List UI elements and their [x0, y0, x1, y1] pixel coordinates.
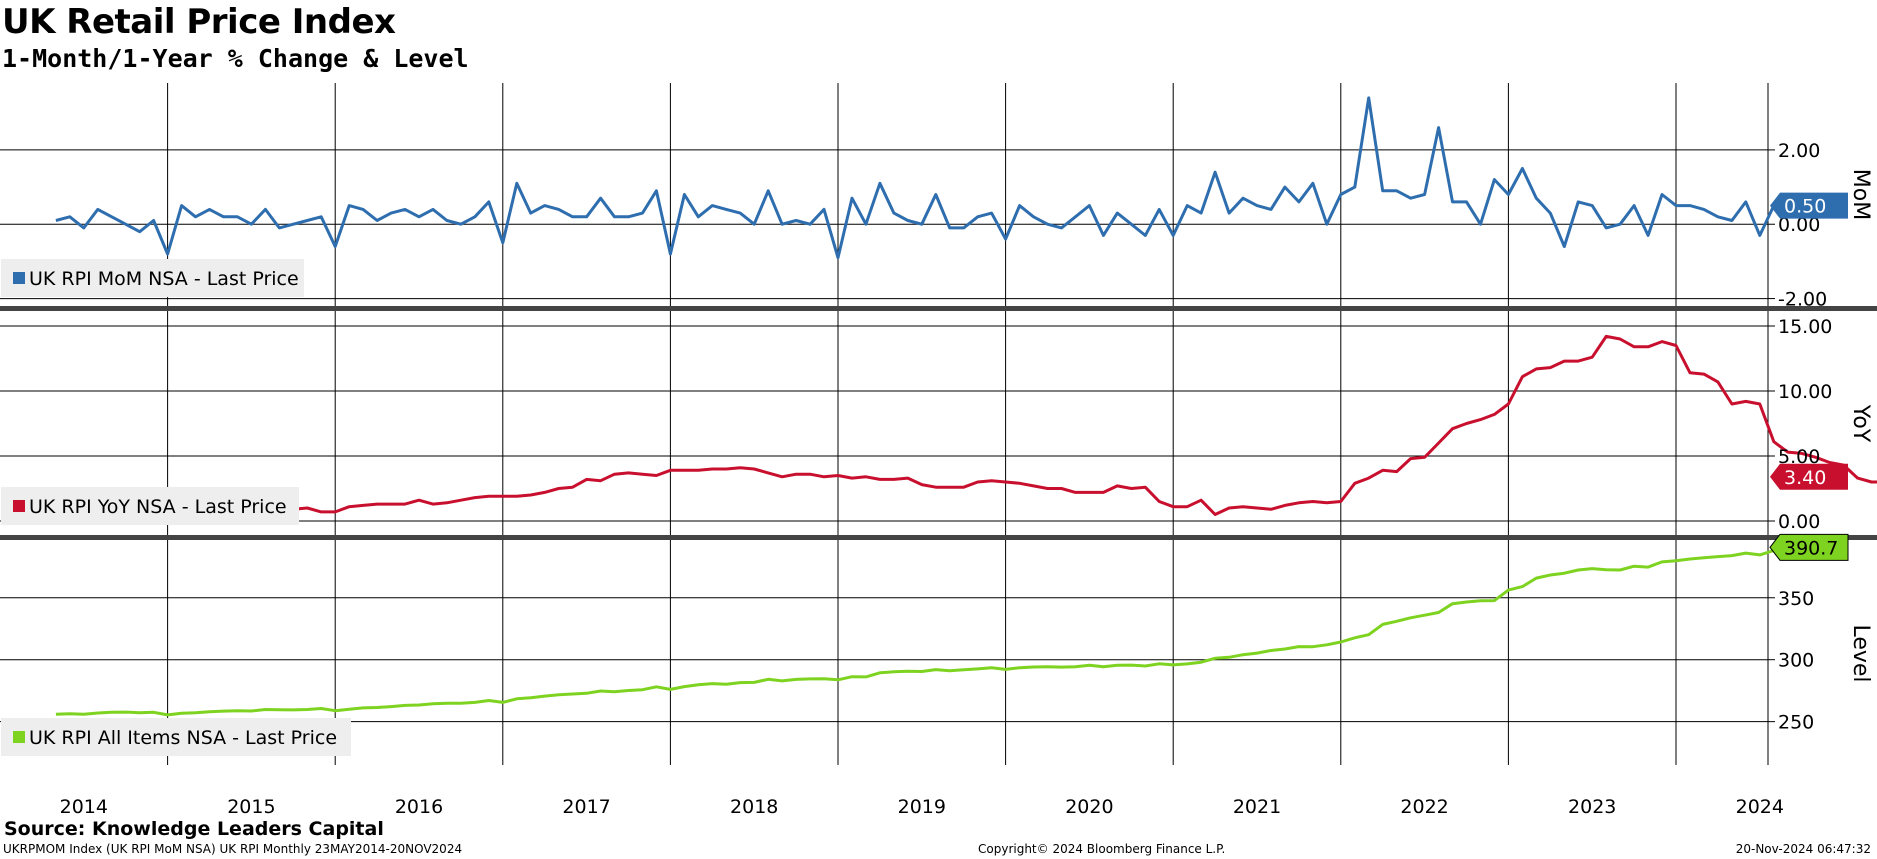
x-year-label: 2024 [1736, 796, 1784, 815]
x-year-label: 2020 [1065, 796, 1113, 815]
series-line-yoy [55, 334, 1877, 516]
x-year-label: 2018 [730, 796, 778, 815]
x-year-label: 2023 [1568, 796, 1616, 815]
axis-title: MoM [1848, 169, 1873, 220]
footer-timestamp: 20-Nov-2024 06:47:32 [1735, 842, 1871, 856]
y-tick-label: 2.00 [1778, 140, 1820, 162]
x-year-label: 2014 [60, 796, 108, 815]
last-value-tag [1770, 192, 1848, 219]
legend-label: UK RPI MoM NSA - Last Price [29, 268, 299, 290]
panel-separator [0, 535, 1877, 540]
legend-box [1, 259, 304, 297]
footer-ticker: UKRPMOM Index (UK RPI MoM NSA) UK RPI Mo… [3, 842, 463, 856]
legend-label: UK RPI YoY NSA - Last Price [29, 496, 287, 518]
x-year-label: 2017 [562, 796, 610, 815]
legend-swatch [13, 500, 25, 512]
last-value-tag [1769, 533, 1849, 561]
year-layer: 2014 2015 2016 2017 2018 2019 2020 2021 2022 2023… [60, 796, 1784, 815]
y-tick-label: 350 [1778, 588, 1814, 610]
legend-swatch [13, 272, 25, 284]
chart-subtitle: 1-Month/1-Year % Change & Level [2, 44, 469, 73]
axis-title: YoY [1848, 404, 1873, 443]
last-value-label: 390.7 [1784, 537, 1838, 559]
tick-layer: 2.00 0.00 -2.00 MoM 15.00 10.00 5.00 0.00 YoY 350… [1768, 140, 1873, 734]
legend-label: UK RPI All Items NSA - Last Price [29, 727, 337, 749]
legend-box [1, 718, 351, 756]
tag-layer: 0.50 3.40 390.7 [1769, 192, 1849, 561]
y-tick-label: 5.00 [1778, 446, 1820, 468]
y-tick-label: 15.00 [1778, 316, 1832, 338]
grid-layer [0, 83, 1769, 765]
y-tick-label: 10.00 [1778, 381, 1832, 403]
chart-area: 2.00 0.00 -2.00 MoM 15.00 10.00 5.00 0.00 YoY 350… [0, 83, 1877, 815]
panel-separator [0, 306, 1877, 311]
series-line-mom [55, 96, 1776, 260]
legend-box [1, 487, 299, 525]
last-value-label: 0.50 [1784, 196, 1826, 218]
legend-layer: UK RPI MoM NSA - Last Price UK RPI YoY NS… [1, 259, 351, 756]
x-year-label: 2019 [898, 796, 946, 815]
panel-layer [0, 306, 1877, 540]
x-year-label: 2022 [1400, 796, 1448, 815]
series-layer [55, 96, 1877, 717]
axis-title: Level [1848, 624, 1873, 682]
y-tick-label: 0.00 [1778, 214, 1820, 236]
y-tick-label: 0.00 [1778, 511, 1820, 533]
x-year-label: 2015 [227, 796, 275, 815]
y-tick-label: 300 [1778, 650, 1814, 672]
x-year-label: 2021 [1233, 796, 1281, 815]
series-line-level [55, 545, 1803, 717]
chart-title: UK Retail Price Index [2, 2, 396, 42]
last-value-tag [1770, 463, 1848, 490]
y-tick-label: 250 [1778, 712, 1814, 734]
x-year-label: 2016 [395, 796, 443, 815]
legend-swatch [13, 731, 25, 743]
last-value-label: 3.40 [1784, 467, 1826, 489]
source-note: Source: Knowledge Leaders Capital [4, 818, 384, 840]
y-tick-label: -2.00 [1778, 289, 1827, 311]
footer-copyright: Copyright© 2024 Bloomberg Finance L.P. [978, 842, 1226, 856]
